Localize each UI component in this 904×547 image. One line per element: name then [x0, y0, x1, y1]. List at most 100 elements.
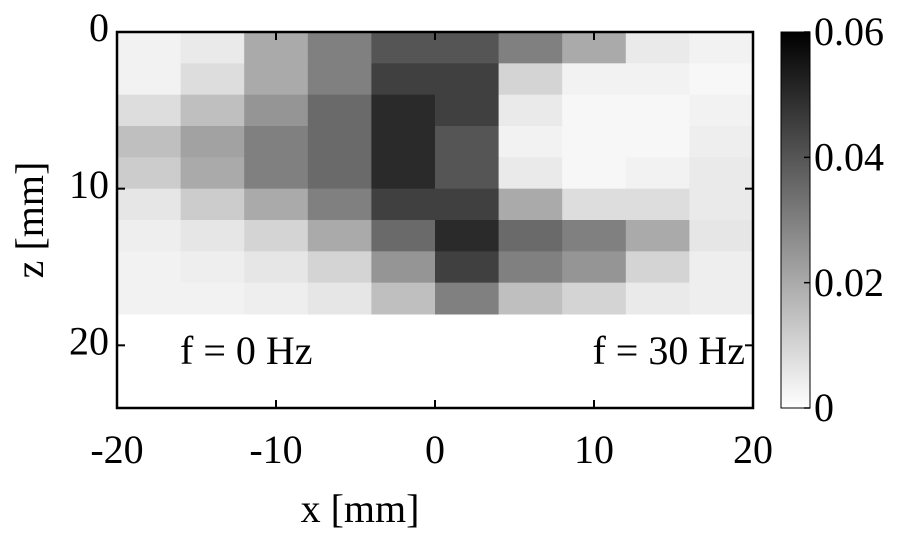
y-tick-label: 0 [89, 5, 109, 50]
heatmap-cell [371, 94, 436, 127]
y-axis-label: z [mm] [7, 162, 52, 279]
heatmap-cell [435, 157, 500, 190]
heatmap-cell [371, 157, 436, 190]
heatmap-cell [689, 32, 754, 64]
heatmap-cell [498, 157, 563, 190]
heatmap-cell [307, 220, 372, 252]
heatmap-cell [117, 63, 182, 96]
heatmap-cell [562, 63, 627, 96]
colorbar-tick-label: 0 [814, 385, 834, 430]
heatmap-cell [307, 282, 372, 315]
annotation: f = 30 Hz [592, 328, 745, 373]
heatmap-cell [307, 157, 372, 190]
heatmap-cell [562, 220, 627, 252]
heatmap-cell [689, 251, 754, 284]
heatmap-cell [117, 126, 182, 158]
heatmap-cell [498, 220, 563, 252]
heatmap-cell [371, 63, 436, 96]
x-tick-label: -10 [249, 427, 302, 472]
heatmap-cell [625, 94, 690, 127]
heatmap-cell [307, 251, 372, 284]
y-tick-label: 10 [69, 162, 109, 207]
heatmap-cell [689, 94, 754, 127]
heatmap-cell [498, 94, 563, 127]
heatmap-cell [307, 94, 372, 127]
x-tick-label: 0 [425, 427, 445, 472]
heatmap-cell [498, 282, 563, 315]
heatmap-cell [562, 126, 627, 158]
heatmap-cell [625, 126, 690, 158]
heatmap-cell [498, 32, 563, 64]
heatmap-cell [307, 126, 372, 158]
heatmap-cell [625, 188, 690, 221]
heatmap-cell [117, 157, 182, 190]
colorbar-tick-label: 0.02 [814, 260, 884, 305]
heatmap-cell [498, 63, 563, 96]
heatmap-cell [435, 220, 500, 252]
heatmap-cell [117, 251, 182, 284]
heatmap-cell [562, 188, 627, 221]
heatmap-cell [625, 32, 690, 64]
heatmap-cell [625, 220, 690, 252]
heatmap-cell [244, 220, 309, 252]
annotation: f = 0 Hz [180, 328, 313, 373]
heatmap-cell [180, 32, 245, 64]
heatmap-cell [117, 220, 182, 252]
heatmap-cell [435, 32, 500, 64]
heatmap-cell [435, 251, 500, 284]
heatmap-cell [625, 282, 690, 315]
heatmap-cell [307, 188, 372, 221]
heatmap-cell [562, 157, 627, 190]
colorbar-tick-label: 0.06 [814, 9, 884, 54]
heatmap-cell [689, 157, 754, 190]
heatmap-cell [244, 188, 309, 221]
heatmap-cell [371, 126, 436, 158]
heatmap-cell [689, 126, 754, 158]
heatmap-cell [435, 126, 500, 158]
heatmap-cell [244, 94, 309, 127]
heatmap-cell [180, 188, 245, 221]
heatmap-cell [244, 251, 309, 284]
heatmap-cell [371, 251, 436, 284]
heatmap-cell [625, 63, 690, 96]
heatmap-cell [244, 63, 309, 96]
heatmap-cell [180, 157, 245, 190]
x-tick-label: 20 [733, 427, 773, 472]
heatmap-cell [180, 94, 245, 127]
y-tick-label: 20 [69, 319, 109, 364]
heatmap-cell [498, 126, 563, 158]
heatmap-cell [244, 157, 309, 190]
heatmap-cell [371, 32, 436, 64]
heatmap-cell [562, 282, 627, 315]
heatmap-cell [435, 94, 500, 127]
heatmap-cell [625, 157, 690, 190]
heatmap-cell [371, 188, 436, 221]
heatmap-cell [689, 188, 754, 221]
heatmap-cell [371, 282, 436, 315]
x-axis-label: x [mm] [301, 486, 420, 531]
heatmap-cell [307, 32, 372, 64]
heatmap-cell [117, 282, 182, 315]
x-tick-label: 10 [574, 427, 614, 472]
heatmap-cell [689, 220, 754, 252]
heatmap-cell [435, 63, 500, 96]
heatmap-cell [625, 251, 690, 284]
colorbar-tick-label: 0.04 [814, 135, 884, 180]
heatmap-cell [244, 282, 309, 315]
heatmap-cell [180, 126, 245, 158]
heatmap-cell [117, 188, 182, 221]
heatmap-cell [689, 63, 754, 96]
heatmap-cell [180, 251, 245, 284]
heatmap [117, 32, 754, 315]
heatmap-cell [562, 251, 627, 284]
heatmap-cell [498, 188, 563, 221]
heatmap-cell [371, 220, 436, 252]
heatmap-cell [562, 94, 627, 127]
heatmap-cell [307, 63, 372, 96]
heatmap-cell [180, 282, 245, 315]
x-tick-label: -20 [90, 427, 143, 472]
heatmap-cell [180, 220, 245, 252]
heatmap-cell [180, 63, 245, 96]
heatmap-cell [244, 126, 309, 158]
